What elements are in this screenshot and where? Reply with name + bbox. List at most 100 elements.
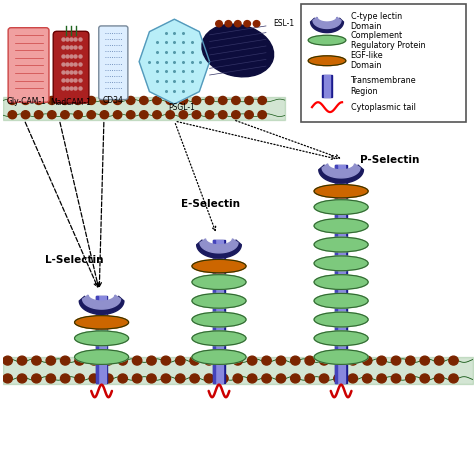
Circle shape — [233, 374, 243, 383]
Bar — [324, 75, 330, 97]
Polygon shape — [322, 164, 360, 178]
Ellipse shape — [314, 312, 368, 327]
Circle shape — [190, 374, 200, 383]
FancyBboxPatch shape — [99, 26, 128, 100]
Circle shape — [153, 97, 161, 105]
Ellipse shape — [314, 219, 368, 233]
Bar — [337, 165, 345, 383]
Circle shape — [89, 356, 99, 365]
Circle shape — [291, 374, 300, 383]
Circle shape — [127, 97, 135, 105]
Ellipse shape — [314, 275, 368, 290]
Text: PSGL-1: PSGL-1 — [168, 103, 195, 112]
Circle shape — [233, 356, 243, 365]
Text: L-Selectin: L-Selectin — [45, 255, 104, 265]
Circle shape — [61, 374, 70, 383]
Circle shape — [435, 356, 444, 365]
Circle shape — [319, 356, 329, 365]
Circle shape — [21, 97, 30, 105]
Circle shape — [219, 356, 228, 365]
Circle shape — [204, 356, 214, 365]
Circle shape — [100, 111, 109, 119]
Circle shape — [377, 356, 386, 365]
Circle shape — [363, 356, 372, 365]
Circle shape — [32, 356, 41, 365]
Circle shape — [348, 374, 357, 383]
Ellipse shape — [314, 256, 368, 271]
Ellipse shape — [314, 237, 368, 252]
Circle shape — [232, 111, 240, 119]
Circle shape — [21, 111, 30, 119]
Ellipse shape — [192, 275, 246, 290]
Circle shape — [100, 97, 109, 105]
Circle shape — [392, 356, 401, 365]
Ellipse shape — [314, 350, 368, 365]
Circle shape — [219, 97, 227, 105]
Text: P-Selectin: P-Selectin — [360, 155, 419, 165]
Circle shape — [258, 97, 266, 105]
Circle shape — [113, 111, 122, 119]
Bar — [96, 296, 108, 383]
Ellipse shape — [192, 331, 246, 346]
Circle shape — [219, 111, 227, 119]
Ellipse shape — [314, 294, 368, 308]
Circle shape — [127, 111, 135, 119]
Circle shape — [247, 356, 257, 365]
Circle shape — [161, 374, 171, 383]
Ellipse shape — [202, 24, 273, 77]
Bar — [213, 240, 215, 383]
Circle shape — [61, 97, 69, 105]
Circle shape — [166, 97, 174, 105]
Circle shape — [348, 356, 357, 365]
Text: MadCAM-1: MadCAM-1 — [51, 98, 91, 107]
Text: E-Selectin: E-Selectin — [182, 199, 240, 209]
Circle shape — [291, 356, 300, 365]
Circle shape — [377, 374, 386, 383]
Circle shape — [232, 97, 240, 105]
Polygon shape — [200, 239, 238, 253]
Text: Gly-CAM-1: Gly-CAM-1 — [7, 97, 46, 106]
Text: C-type lectin
Domain: C-type lectin Domain — [350, 12, 401, 31]
Circle shape — [153, 111, 161, 119]
Bar — [322, 75, 332, 97]
Bar — [335, 165, 337, 383]
Polygon shape — [319, 165, 364, 183]
Circle shape — [205, 97, 214, 105]
Circle shape — [166, 111, 174, 119]
Ellipse shape — [192, 350, 246, 365]
Circle shape — [113, 97, 122, 105]
Circle shape — [104, 356, 113, 365]
Circle shape — [35, 97, 43, 105]
Circle shape — [35, 111, 43, 119]
Circle shape — [32, 374, 41, 383]
Circle shape — [244, 21, 250, 27]
Circle shape — [420, 374, 429, 383]
Circle shape — [74, 111, 82, 119]
Circle shape — [363, 374, 372, 383]
FancyBboxPatch shape — [301, 4, 465, 122]
Circle shape — [140, 97, 148, 105]
Circle shape — [74, 97, 82, 105]
Circle shape — [8, 111, 17, 119]
Polygon shape — [310, 18, 344, 33]
Circle shape — [449, 374, 458, 383]
Circle shape — [192, 97, 201, 105]
Circle shape — [3, 374, 12, 383]
Circle shape — [258, 111, 266, 119]
Circle shape — [118, 356, 128, 365]
Text: CD34: CD34 — [103, 96, 124, 105]
Circle shape — [276, 374, 286, 383]
Circle shape — [216, 21, 222, 27]
Circle shape — [406, 356, 415, 365]
Ellipse shape — [74, 350, 128, 365]
Circle shape — [47, 97, 56, 105]
Text: EGF-like
Domain: EGF-like Domain — [350, 51, 383, 70]
FancyBboxPatch shape — [8, 28, 49, 102]
Bar — [213, 240, 225, 383]
Bar — [335, 165, 347, 383]
Ellipse shape — [192, 312, 246, 327]
Circle shape — [179, 111, 188, 119]
Polygon shape — [197, 240, 241, 258]
Circle shape — [262, 374, 271, 383]
Circle shape — [319, 374, 329, 383]
